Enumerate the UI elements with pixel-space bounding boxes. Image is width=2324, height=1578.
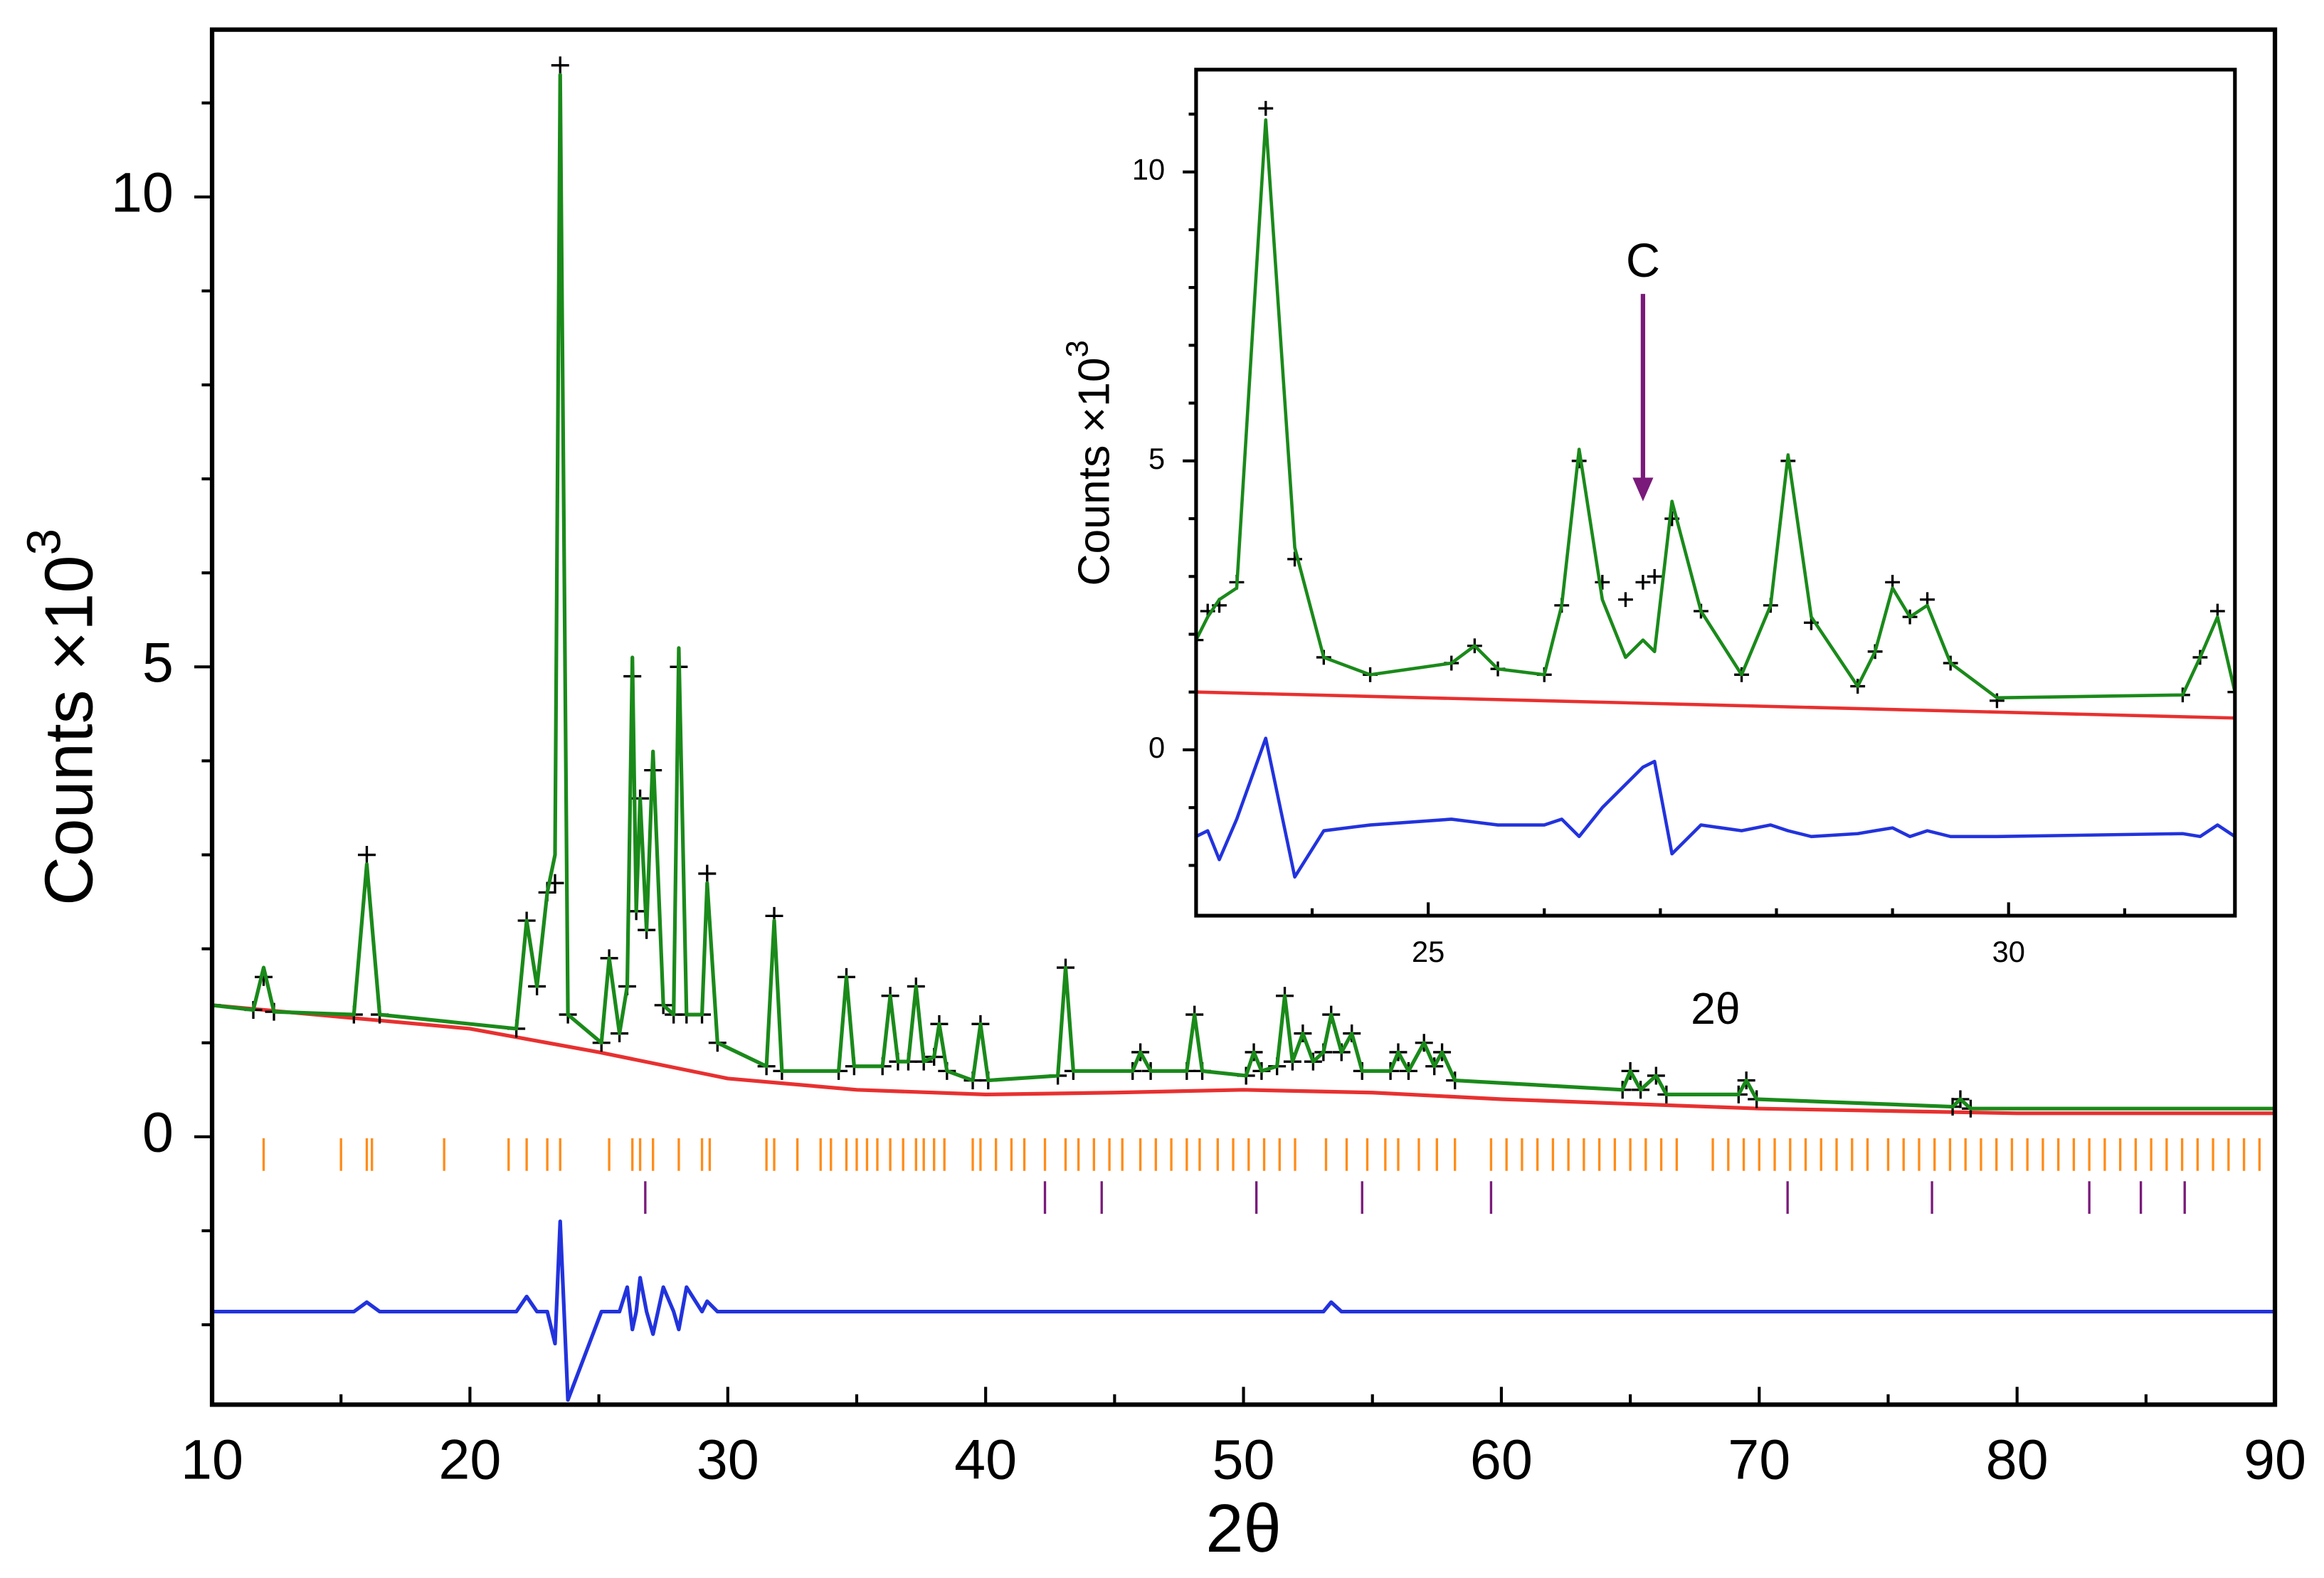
plot-area: [212, 56, 2276, 1402]
observed-point: [698, 864, 717, 883]
y-tick-label: 10: [111, 161, 174, 224]
y-tick-label: 10: [1132, 153, 1165, 186]
y-axis-label-text: Counts ×10: [1069, 357, 1119, 586]
series-line: [1195, 118, 2235, 700]
series-line: [1195, 736, 2235, 879]
x-tick-label: 40: [954, 1428, 1017, 1491]
series-line: [1195, 690, 2235, 720]
annotation-arrowhead: [1632, 477, 1654, 502]
observed-point: [1990, 693, 2005, 709]
y-tick-label: 0: [1148, 731, 1165, 764]
x-tick-label: 80: [1986, 1428, 2049, 1491]
x-tick-label: 60: [1470, 1428, 1533, 1491]
observed-point: [551, 56, 569, 75]
x-tick-label: 20: [438, 1428, 501, 1491]
y-axis-label-exponent: 3: [18, 529, 71, 555]
observed-point: [1635, 574, 1651, 590]
observed-point: [1287, 551, 1302, 567]
observed-point: [1258, 100, 1274, 116]
x-tick-label: 10: [181, 1428, 243, 1491]
observed-point: [2227, 684, 2235, 700]
y-axis-label-exponent: 3: [1060, 340, 1094, 357]
plot-area: [1195, 100, 2235, 879]
series-line: [212, 1003, 2276, 1116]
inset-background: [1195, 69, 2235, 916]
observed-point: [1595, 574, 1610, 590]
y-tick-label: 5: [142, 630, 174, 694]
x-tick-label: 30: [697, 1428, 759, 1491]
axes-frame: [1194, 68, 2237, 918]
y-axis-label-text: Counts ×10: [31, 555, 107, 906]
y-axis-label: Counts ×103: [18, 529, 107, 906]
y-axis-label: Counts ×103: [1060, 340, 1118, 586]
x-tick-label: 50: [1213, 1428, 1275, 1491]
observed-point: [357, 846, 376, 864]
x-tick-label: 30: [1992, 935, 2025, 968]
annotation-label: C: [1626, 235, 1660, 287]
observed-point: [1195, 632, 1204, 648]
series-line: [212, 73, 2276, 1111]
x-tick-label: 25: [1412, 935, 1444, 968]
x-tick-label: 70: [1728, 1428, 1790, 1491]
observed-point: [1647, 568, 1662, 584]
series-line: [212, 1219, 2276, 1402]
y-tick-label: 5: [1148, 442, 1165, 475]
x-axis-label: 2θ: [1691, 984, 1740, 1034]
x-axis-label: 2θ: [1205, 1490, 1282, 1567]
x-tick-label: 90: [2244, 1428, 2306, 1491]
y-tick-label: 0: [142, 1101, 174, 1164]
observed-point: [1618, 592, 1633, 608]
